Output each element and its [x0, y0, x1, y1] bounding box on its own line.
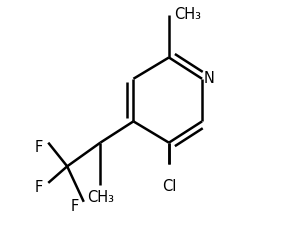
Text: F: F — [35, 140, 43, 155]
Text: CH₃: CH₃ — [87, 190, 114, 205]
Text: CH₃: CH₃ — [174, 7, 201, 22]
Text: N: N — [204, 71, 215, 86]
Text: F: F — [35, 180, 43, 195]
Text: F: F — [70, 199, 78, 214]
Text: Cl: Cl — [162, 179, 176, 194]
